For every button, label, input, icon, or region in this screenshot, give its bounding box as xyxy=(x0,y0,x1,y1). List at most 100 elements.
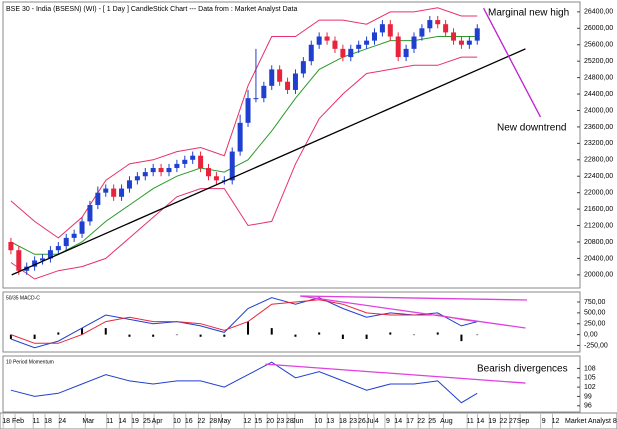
x-tick-label: Feb xyxy=(12,418,24,425)
x-tick-label: 14 xyxy=(477,418,485,425)
histogram-bar xyxy=(9,334,12,339)
candle-body xyxy=(150,168,156,173)
trendline xyxy=(265,363,526,384)
candle-body xyxy=(308,44,314,62)
candle-body xyxy=(451,32,457,41)
y-tick-label: 22000,00 xyxy=(584,190,613,197)
x-tick-label: Apr xyxy=(152,418,164,425)
candle-body xyxy=(316,36,322,45)
chart-title: BSE 30 - India (BSESN) (WI) - [ 1 Day ] … xyxy=(6,6,297,13)
x-tick-label: 23 xyxy=(349,418,357,425)
x-tick-label: 18 xyxy=(44,418,52,425)
x-tick-label: Mar xyxy=(82,418,95,425)
candle-body xyxy=(103,188,109,193)
annotation: Bearish divergences xyxy=(477,364,568,375)
panel-title: 50/35 MACD-C xyxy=(6,295,40,301)
candle-body xyxy=(379,24,385,33)
x-tick-label: 12 xyxy=(243,418,251,425)
x-tick-label: 10 xyxy=(314,418,322,425)
y-tick-label: 26400,00 xyxy=(584,9,613,16)
candle-body xyxy=(87,204,93,222)
histogram-bar xyxy=(128,334,131,337)
trendline xyxy=(11,48,526,276)
x-tick-label: May xyxy=(218,418,232,425)
x-tick-label: 26 xyxy=(358,418,366,425)
candle-body xyxy=(237,122,243,152)
candle-body xyxy=(332,40,338,49)
y-tick-label: 96 xyxy=(584,403,592,410)
x-tick-label: 22 xyxy=(499,418,507,425)
candle-body xyxy=(47,250,53,259)
x-tick-label: 18 xyxy=(339,418,347,425)
x-tick-label: 25 xyxy=(428,418,436,425)
candle-body xyxy=(324,36,330,41)
histogram-bar xyxy=(33,334,36,339)
y-tick-label: 20000,00 xyxy=(584,272,613,279)
y-tick-label: 20400,00 xyxy=(584,255,613,262)
candle-body xyxy=(63,237,69,247)
x-tick-label: 23 xyxy=(277,418,285,425)
y-tick-label: 22800,00 xyxy=(584,157,613,164)
x-tick-label: 10 xyxy=(173,418,181,425)
candle-body xyxy=(435,20,441,25)
candle-body xyxy=(32,260,38,267)
price-panel xyxy=(2,1,581,289)
y-tick-label: -250,00 xyxy=(584,342,608,349)
y-tick-label: 24000,00 xyxy=(584,107,613,114)
x-tick-label: 17 xyxy=(406,418,414,425)
histogram-bar xyxy=(175,334,178,336)
x-tick-label: 24 xyxy=(58,418,66,425)
y-tick-label: 21200,00 xyxy=(584,222,613,229)
x-tick-label: 4 xyxy=(375,418,379,425)
candle-body xyxy=(364,40,370,45)
x-tick-label: 25 xyxy=(143,418,151,425)
histogram-bar xyxy=(436,332,439,335)
x-tick-label: 14 xyxy=(118,418,126,425)
panel-title: 10 Period Momentum xyxy=(6,359,54,365)
y-tick-label: 24800,00 xyxy=(584,74,613,81)
candle-body xyxy=(16,250,22,271)
annotation: New downtrend xyxy=(497,123,566,134)
x-tick-label: Jul xyxy=(366,418,375,425)
x-tick-label: 18 xyxy=(2,418,10,425)
x-tick-label: 16 xyxy=(185,418,193,425)
histogram-bar xyxy=(104,328,107,335)
candle-body xyxy=(95,192,101,205)
y-tick-label: 0,00 xyxy=(584,331,598,338)
histogram-bar xyxy=(294,334,297,337)
x-tick-label: 19 xyxy=(131,418,139,425)
y-tick-label: 23200,00 xyxy=(584,140,613,147)
candle-body xyxy=(403,48,409,58)
candle-body xyxy=(245,98,251,123)
x-tick-label: Jun xyxy=(292,418,303,425)
candle-body xyxy=(79,221,85,234)
y-tick-label: 500,00 xyxy=(584,310,606,317)
y-tick-label: 102 xyxy=(584,384,596,391)
histogram-bar xyxy=(341,334,344,339)
x-tick-label: 9 xyxy=(542,418,546,425)
candle-body xyxy=(395,36,401,58)
x-tick-label: 9 xyxy=(386,418,390,425)
y-tick-label: 22400,00 xyxy=(584,173,613,180)
candle-body xyxy=(8,241,14,251)
x-tick-label: 28 xyxy=(209,418,217,425)
histogram-bar xyxy=(57,332,60,335)
x-tick-label: 27 xyxy=(509,418,517,425)
histogram-bar xyxy=(389,332,392,335)
candle-body xyxy=(371,32,377,41)
histogram-bar xyxy=(223,334,226,337)
candle-body xyxy=(348,48,354,58)
x-tick-label: 22 xyxy=(417,418,425,425)
candle-body xyxy=(71,233,77,238)
candle-body xyxy=(158,168,164,173)
histogram-bar xyxy=(270,328,273,335)
candle-body xyxy=(292,73,298,90)
y-tick-label: 23600,00 xyxy=(584,124,613,131)
candle-body xyxy=(229,151,235,181)
x-tick-label: 12 xyxy=(552,418,560,425)
x-tick-label: 15 xyxy=(254,418,262,425)
candle-body xyxy=(411,36,417,49)
candle-body xyxy=(269,69,275,86)
candle-body xyxy=(474,28,480,41)
